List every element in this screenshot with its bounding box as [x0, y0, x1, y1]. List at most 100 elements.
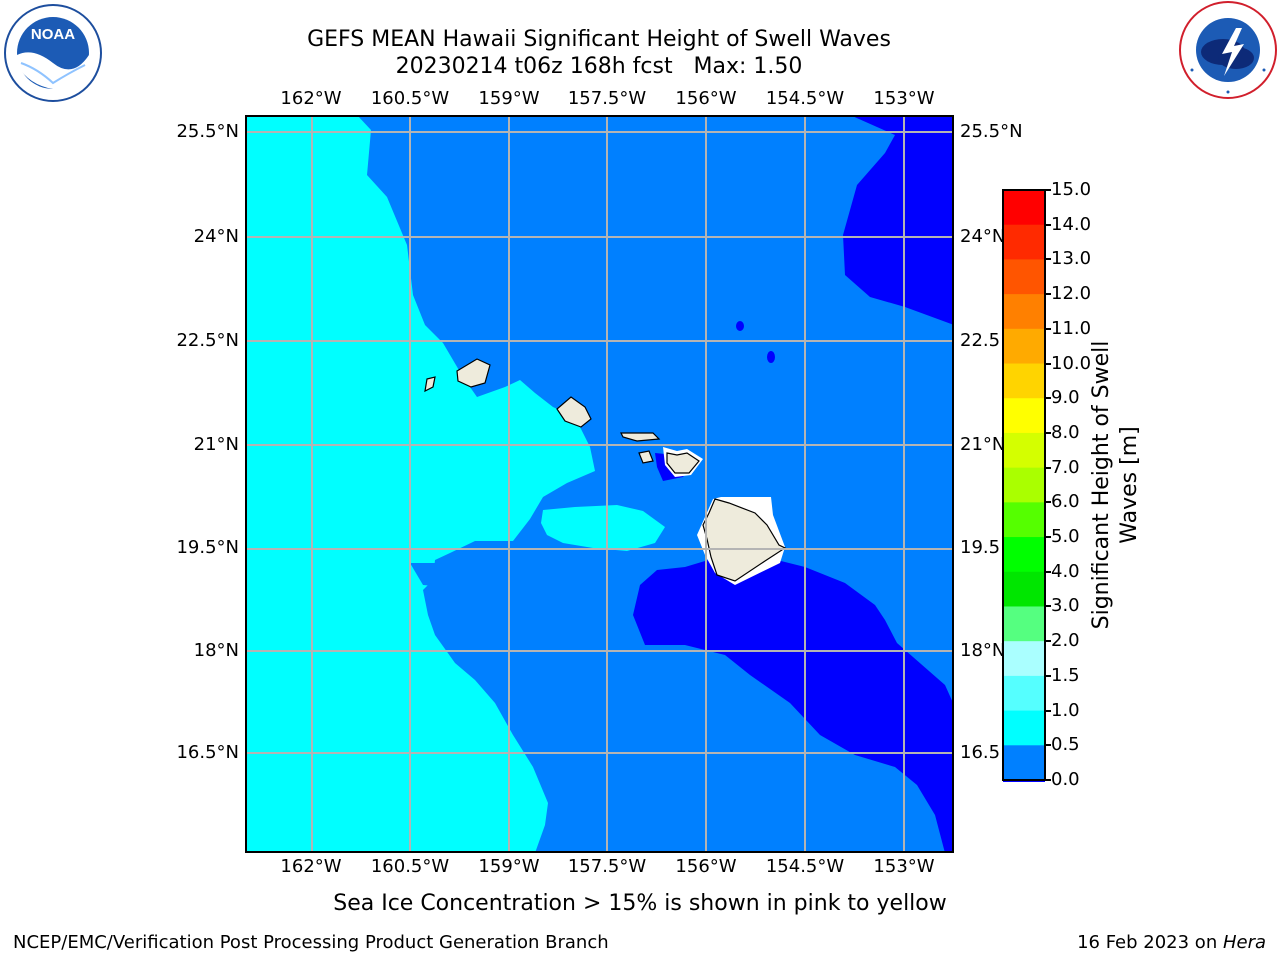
- lat-label-left: 19.5°N: [176, 537, 239, 558]
- colorbar-tick-mark: [1046, 640, 1051, 643]
- lon-label-bottom: 153°W: [873, 856, 935, 877]
- colorbar: [1002, 189, 1046, 782]
- colorbar-segment: [1003, 745, 1045, 781]
- lat-label-left: 22.5°N: [176, 330, 239, 351]
- lat-label-right: 21°N: [960, 434, 1006, 455]
- chart-title: GEFS MEAN Hawaii Significant Height of S…: [307, 27, 891, 52]
- colorbar-tick-mark: [1046, 536, 1051, 539]
- colorbar-tick-label: 1.5: [1051, 664, 1080, 686]
- island-maui-coast: [666, 452, 700, 474]
- footer-right: 16 Feb 2023 on Hera: [1077, 932, 1266, 953]
- colorbar-segment: [1003, 467, 1045, 503]
- colorbar-tick-mark: [1046, 223, 1051, 226]
- colorbar-tick-mark: [1046, 744, 1051, 747]
- swell-spot: [767, 351, 775, 363]
- colorbar-tick-label: 4.0: [1051, 560, 1080, 582]
- lat-label-right: 19.5: [960, 537, 1001, 558]
- lat-label-left: 16.5°N: [176, 742, 239, 763]
- colorbar-tick-mark: [1046, 362, 1051, 365]
- island-hawaii: [702, 498, 787, 582]
- chart-subtitle: 20230214 t06z 168h fcst Max: 1.50: [395, 54, 803, 79]
- colorbar-segment: [1003, 571, 1045, 607]
- swell-band-05-10-notch: [410, 563, 455, 587]
- colorbar-segment: [1003, 190, 1045, 226]
- colorbar-segment: [1003, 398, 1045, 434]
- map-panel: [245, 115, 954, 853]
- colorbar-tick-mark: [1046, 779, 1051, 781]
- colorbar-segment: [1003, 502, 1045, 538]
- lon-label-bottom: 159°W: [478, 856, 540, 877]
- colorbar-tick-label: 10.0: [1051, 352, 1092, 374]
- swell-band-0-05-northeast: [843, 115, 954, 325]
- sea-ice-note: Sea Ice Concentration > 15% is shown in …: [0, 891, 1280, 916]
- lon-label-bottom: 157.5°W: [567, 856, 647, 877]
- colorbar-tick-mark: [1046, 466, 1051, 469]
- colorbar-tick-mark: [1046, 501, 1051, 504]
- lat-label-right: 25.5°N: [960, 121, 1023, 142]
- lon-label-bottom: 160.5°W: [370, 856, 450, 877]
- colorbar-tick-label: 6.0: [1051, 491, 1080, 513]
- lat-label-right: 24°N: [960, 226, 1006, 247]
- swell-band-10-15: [245, 115, 595, 853]
- colorbar-tick-mark: [1046, 327, 1051, 330]
- sea-ice-note-text: Sea Ice Concentration > 15% is shown in …: [333, 891, 947, 916]
- colorbar-segment: [1003, 641, 1045, 677]
- lon-label-top: 156°W: [675, 88, 737, 109]
- colorbar-tick-label: 12.0: [1051, 283, 1092, 305]
- lat-label-right: 16.5: [960, 742, 1001, 763]
- swell-band-10-15-island: [541, 505, 665, 551]
- lon-label-top: 162°W: [280, 88, 342, 109]
- colorbar-label-line1: Significant Height of Swell: [1089, 340, 1114, 630]
- colorbar-segment: [1003, 675, 1045, 712]
- colorbar-segment: [1003, 537, 1045, 573]
- lat-label-left: 21°N: [193, 434, 239, 455]
- footer-date: 16 Feb 2023 on: [1077, 932, 1223, 953]
- lon-label-top: 157.5°W: [567, 88, 647, 109]
- colorbar-tick-label: 1.0: [1051, 699, 1080, 721]
- colorbar-tick-label: 15.0: [1051, 179, 1092, 200]
- lon-label-bottom: 156°W: [675, 856, 737, 877]
- colorbar-tick-mark: [1046, 605, 1051, 608]
- lon-label-top: 160.5°W: [370, 88, 450, 109]
- footer-left: NCEP/EMC/Verification Post Processing Pr…: [13, 932, 609, 953]
- colorbar-tick-mark: [1046, 674, 1051, 677]
- island-lanai: [638, 450, 654, 464]
- colorbar-tick-label: 7.0: [1051, 456, 1080, 478]
- colorbar-tick-label: 3.0: [1051, 595, 1080, 617]
- lat-label-right: 22.5: [960, 330, 1001, 351]
- swell-spot: [736, 321, 744, 331]
- colorbar-tick-label: 0.0: [1051, 769, 1080, 790]
- island-oahu: [556, 396, 592, 428]
- gridlines: [245, 115, 954, 853]
- lon-label-bottom: 162°W: [280, 856, 342, 877]
- colorbar-segment: [1003, 328, 1045, 365]
- colorbar-segment: [1003, 710, 1045, 746]
- lon-label-top: 159°W: [478, 88, 540, 109]
- lon-label-top: 153°W: [873, 88, 935, 109]
- lat-label-left: 18°N: [193, 640, 239, 661]
- swell-band-0-05-south: [633, 555, 954, 853]
- colorbar-tick-mark: [1046, 189, 1051, 191]
- colorbar-tick-label: 2.0: [1051, 630, 1080, 652]
- colorbar-tick-label: 13.0: [1051, 248, 1092, 270]
- lat-label-left: 25.5°N: [176, 121, 239, 142]
- colorbar-segment: [1003, 294, 1045, 330]
- island-molokai: [620, 432, 661, 442]
- colorbar-frame: [1002, 189, 1046, 781]
- colorbar-tick-label: 9.0: [1051, 387, 1080, 409]
- colorbar-segment: [1003, 606, 1045, 642]
- colorbar-tick-mark: [1046, 431, 1051, 434]
- noaa-logo: NOAA: [4, 4, 102, 102]
- map-frame: [245, 115, 954, 853]
- lon-label-top: 154.5°W: [765, 88, 845, 109]
- colorbar-label: Significant Height of Swell Waves [m]: [1088, 341, 1144, 630]
- colorbar-tick-mark: [1046, 709, 1051, 712]
- colorbar-segment: [1003, 224, 1045, 260]
- colorbar-segment: [1003, 259, 1045, 295]
- colorbar-segment: [1003, 432, 1045, 469]
- colorbar-tick-label: 5.0: [1051, 526, 1080, 548]
- colorbar-tick-label: 0.5: [1051, 734, 1080, 756]
- island-kauai: [456, 358, 491, 388]
- colorbar-tick-mark: [1046, 397, 1051, 400]
- lon-label-bottom: 154.5°W: [765, 856, 845, 877]
